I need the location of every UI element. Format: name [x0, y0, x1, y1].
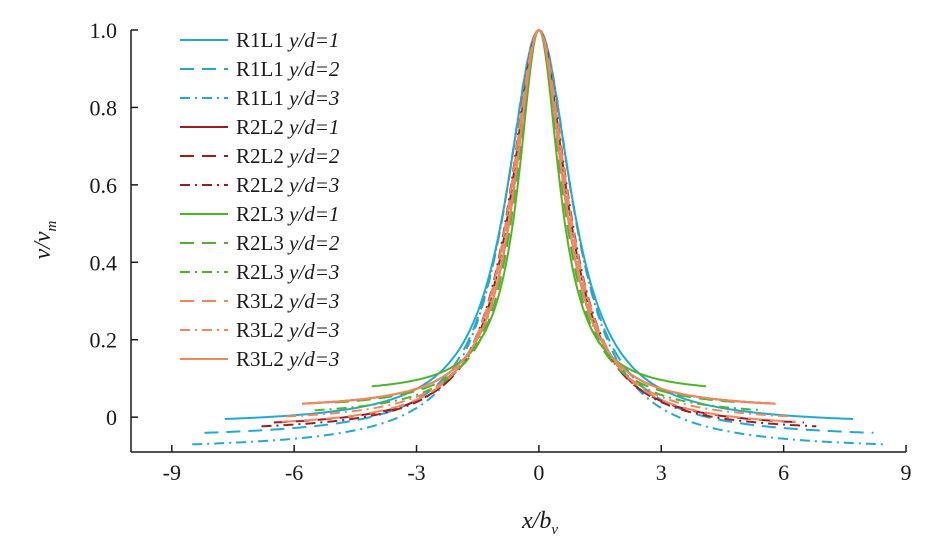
y-tick-label: 0.2 [90, 328, 118, 353]
axes [130, 30, 906, 453]
legend-label: R2L2 y/d=1 [236, 115, 339, 139]
legend-label: R1L1 y/d=2 [236, 57, 340, 81]
x-ticks: -9 -6 -3 0 3 6 9 [163, 445, 912, 485]
series-line-11 [285, 28, 792, 418]
legend-label: R1L1 y/d=1 [236, 28, 339, 52]
legend-label: R3L2 y/d=3 [236, 347, 339, 371]
series-line-3 [192, 28, 886, 446]
legend-label: R1L1 y/d=3 [236, 86, 339, 110]
legend-label: R3L2 y/d=3 [236, 318, 339, 342]
x-tick-label: 3 [656, 460, 667, 485]
series-line-8 [334, 28, 743, 404]
y-tick-label: 0.6 [90, 173, 118, 198]
legend-label: R2L3 y/d=1 [236, 202, 339, 226]
x-tick-label: 9 [901, 460, 912, 485]
legend-label: R2L3 y/d=2 [236, 231, 340, 255]
x-tick-label: 0 [533, 460, 544, 485]
x-tick-label: 6 [778, 460, 789, 485]
legend-label: R3L2 y/d=3 [236, 289, 339, 313]
y-tick-label: 0.4 [90, 250, 118, 275]
series-line-7 [371, 28, 707, 388]
x-tick-label: -6 [285, 460, 303, 485]
legend-label: R2L2 y/d=3 [236, 173, 339, 197]
x-tick-label: -9 [163, 460, 181, 485]
series-line-5 [273, 28, 805, 424]
y-ticks: 0 0.2 0.4 0.6 0.8 1.0 [90, 18, 138, 430]
x-axis-title: x/bv [521, 508, 558, 538]
series-line-10 [281, 28, 796, 423]
series-line-12 [302, 28, 776, 405]
legend-label: R2L3 y/d=3 [236, 260, 339, 284]
y-tick-label: 0 [106, 405, 117, 430]
legend-label: R2L2 y/d=2 [236, 144, 340, 168]
plot-curves [192, 28, 886, 446]
x-tick-label: -3 [407, 460, 425, 485]
series-line-9 [314, 28, 764, 412]
series-line-6 [261, 28, 817, 428]
y-tick-label: 1.0 [90, 18, 118, 43]
series-line-4 [302, 28, 776, 405]
y-tick-label: 0.8 [90, 95, 118, 120]
legend: R1L1 y/d=1 R1L1 y/d=2 R1L1 y/d=3 R2L2 y/d=1… [180, 28, 340, 371]
y-axis-title: v/vm [30, 220, 60, 259]
